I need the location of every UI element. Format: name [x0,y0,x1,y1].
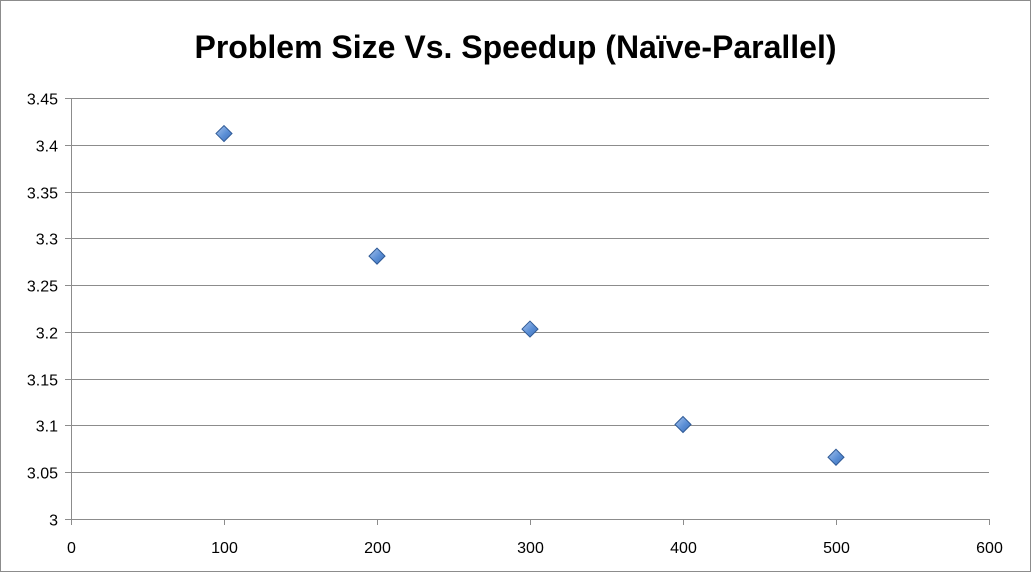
y-tick-label: 3.1 [36,419,58,436]
y-axis-tick-labels: 3 3.05 3.1 3.15 3.2 3.25 3.3 3.35 3.4 3.45 [27,92,58,530]
grid-lines [71,98,989,473]
x-tick-label: 0 [67,540,76,557]
x-tick-label: 100 [211,540,238,557]
y-tick-label: 3.05 [27,466,58,483]
y-tick-label: 3.3 [36,232,58,249]
data-point [674,415,692,434]
axes [65,98,990,525]
y-tick-label: 3.2 [36,326,58,343]
y-tick-label: 3.45 [27,92,58,109]
y-tick-label: 3.4 [36,139,58,156]
y-tick-label: 3.25 [27,279,58,296]
y-tick-label: 3.15 [27,373,58,390]
x-tick-label: 200 [364,540,391,557]
data-point [368,247,386,265]
y-tick-label: 3 [49,513,58,530]
data-point [521,320,539,338]
x-axis-tick-labels: 0 100 200 300 400 500 600 [67,540,1003,557]
data-point [215,124,233,143]
data-point [827,448,845,466]
y-tick-label: 3.35 [27,186,58,203]
x-tick-label: 500 [823,540,850,557]
x-tick-label: 400 [670,540,697,557]
data-points [215,124,845,466]
x-tick-label: 600 [976,540,1003,557]
x-tick-label: 300 [517,540,544,557]
chart-title: Problem Size Vs. Speedup (Naïve-Parallel… [194,29,837,65]
